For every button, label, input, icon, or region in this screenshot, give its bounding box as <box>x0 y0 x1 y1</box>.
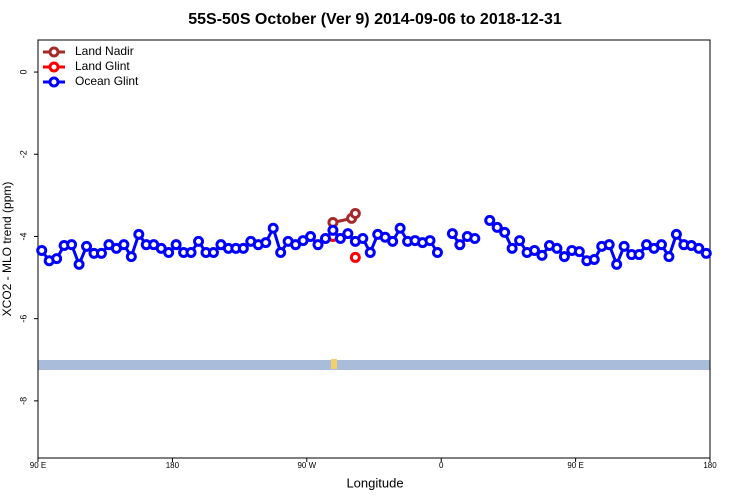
legend-swatch-point <box>48 76 60 88</box>
y-tick-label: -2 <box>18 150 28 158</box>
data-point <box>66 239 78 251</box>
data-point <box>207 246 219 258</box>
data-point <box>305 230 317 242</box>
data-point <box>349 207 361 219</box>
x-tick-label: 180 <box>166 461 180 470</box>
chart-title: 55S-50S October (Ver 9) 2014-09-06 to 20… <box>188 11 562 28</box>
data-point <box>431 246 443 258</box>
data-point <box>618 240 630 252</box>
data-point <box>693 242 705 254</box>
data-point <box>536 249 548 261</box>
data-point <box>558 251 570 263</box>
data-point <box>633 249 645 261</box>
data-point <box>170 239 182 251</box>
data-point <box>499 226 511 238</box>
x-tick-label: 90 W <box>297 461 316 470</box>
y-tick-label: 0 <box>18 70 28 75</box>
data-point <box>51 253 63 265</box>
data-point <box>484 214 496 226</box>
y-tick-label: -4 <box>18 232 28 240</box>
data-point <box>700 247 712 259</box>
data-point <box>529 244 541 256</box>
data-point <box>551 242 563 254</box>
data-point <box>133 228 145 240</box>
x-tick-label: 180 <box>703 461 717 470</box>
data-point <box>454 239 466 251</box>
data-point <box>573 246 585 258</box>
data-point <box>655 239 667 251</box>
data-point <box>349 251 361 263</box>
legend-swatch-point <box>48 46 60 58</box>
data-point <box>446 228 458 240</box>
data-point <box>603 239 615 251</box>
legend-label: Land Glint <box>75 59 130 73</box>
map-strip <box>38 360 710 370</box>
data-point <box>312 239 324 251</box>
data-point <box>588 253 600 265</box>
data-point <box>163 246 175 258</box>
data-point <box>125 251 137 263</box>
data-point <box>319 233 331 245</box>
data-point <box>670 228 682 240</box>
y-tick-label: -8 <box>18 397 28 405</box>
data-point <box>327 224 339 236</box>
data-point <box>185 246 197 258</box>
data-point <box>663 251 675 263</box>
data-point <box>193 235 205 247</box>
data-point <box>267 222 279 234</box>
data-point <box>364 246 376 258</box>
map-land <box>331 359 337 369</box>
data-point <box>394 222 406 234</box>
data-point <box>611 258 623 270</box>
y-tick-label: -6 <box>18 315 28 323</box>
data-point <box>260 237 272 249</box>
data-point <box>342 228 354 240</box>
data-point <box>275 246 287 258</box>
data-point <box>73 258 85 270</box>
data-point <box>237 242 249 254</box>
legend-label: Ocean Glint <box>75 74 139 88</box>
data-point <box>334 233 346 245</box>
data-point <box>95 247 107 259</box>
data-point <box>424 235 436 247</box>
x-axis-label: Longitude <box>346 475 403 490</box>
data-point <box>36 244 48 256</box>
legend-label: Land Nadir <box>75 44 134 58</box>
data-point <box>469 233 481 245</box>
data-point <box>81 240 93 252</box>
data-point <box>387 235 399 247</box>
x-tick-label: 0 <box>439 461 444 470</box>
x-tick-label: 90 E <box>567 461 583 470</box>
data-point <box>118 239 130 251</box>
data-point <box>491 221 503 233</box>
x-tick-label: 90 E <box>30 461 46 470</box>
data-point <box>506 242 518 254</box>
data-point <box>357 233 369 245</box>
y-axis-label: XCO2 - MLO trend (ppm) <box>0 182 14 317</box>
legend-swatch-point <box>48 61 60 73</box>
data-point <box>514 235 526 247</box>
